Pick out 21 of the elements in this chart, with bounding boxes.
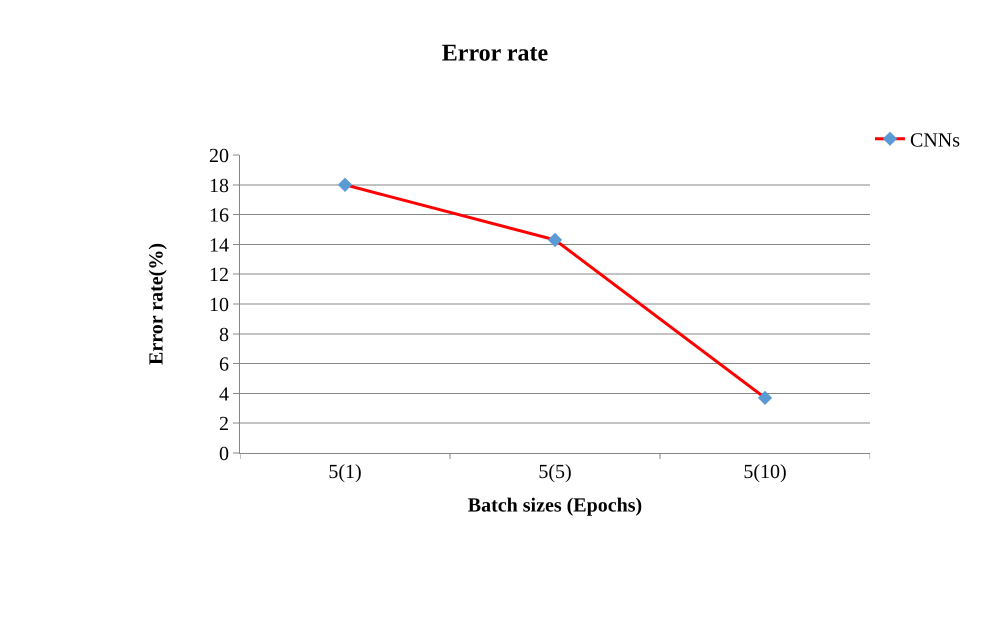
point: [548, 232, 562, 248]
y-tick-label: 4: [219, 383, 229, 406]
y-axis-title: Error rate(%): [146, 243, 168, 365]
x-tick-label: 5(10): [743, 461, 787, 483]
x-tick-label: 5(5): [538, 461, 572, 483]
y-tick-label: 2: [219, 413, 229, 436]
x-axis-title: Batch sizes (Epochs): [468, 494, 642, 516]
y-tick-label: 6: [219, 354, 229, 376]
y-tick-label: 14: [209, 234, 229, 256]
chart-title: Error rate: [442, 40, 549, 66]
legend-label: CNNs: [910, 130, 960, 152]
y-tick-label: 18: [209, 174, 229, 197]
y-tick-label: 0: [219, 443, 229, 465]
y-tick-label: 10: [209, 294, 229, 316]
x-tick-label: 5(1): [328, 461, 362, 483]
point: [338, 178, 352, 192]
y-tick-label: 16: [209, 204, 229, 227]
y-tick-label: 8: [219, 324, 229, 346]
y-tick-label: 12: [209, 264, 229, 286]
y-tick-label: 20: [209, 145, 229, 167]
point: [758, 390, 772, 406]
